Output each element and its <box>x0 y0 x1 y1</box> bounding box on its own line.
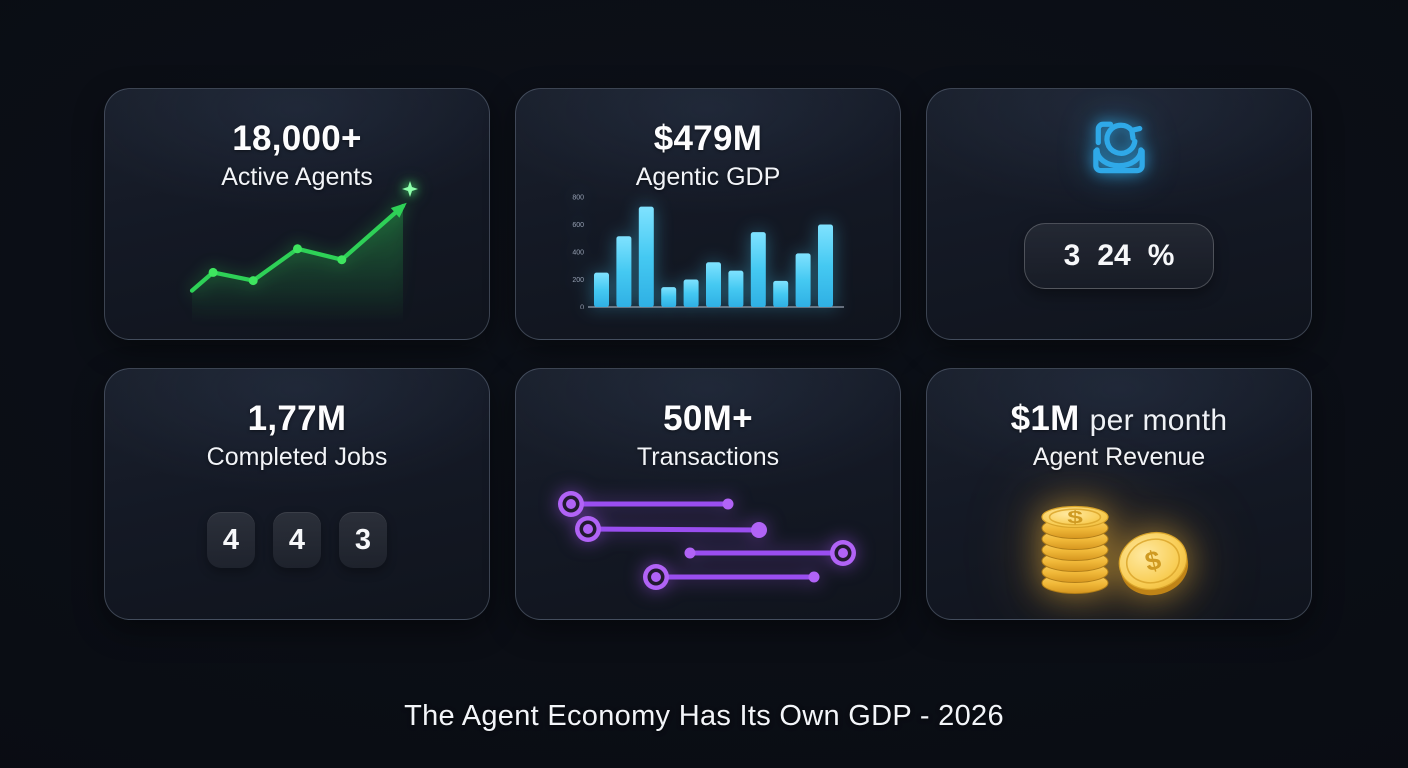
agents-line-chart <box>189 181 418 325</box>
bar <box>773 280 789 307</box>
bar <box>594 272 609 307</box>
line-marker <box>248 276 258 286</box>
gdp-bar-chart: 0 200 400 600 800 <box>572 195 844 310</box>
network-nodes <box>558 491 856 590</box>
bar <box>661 287 677 307</box>
counter-tile: 4 <box>207 512 255 568</box>
line-markers <box>208 244 347 286</box>
bar <box>750 232 766 307</box>
bar <box>638 206 654 307</box>
active-agents-value: 18,000+ <box>232 119 362 158</box>
stat-card-grid: 18,000+ Active Agents <box>104 88 1312 620</box>
agentic-gdp-card: $479M Agentic GDP 0 200 400 600 800 <box>515 88 901 340</box>
agent-revenue-value: $1M per month <box>927 399 1311 439</box>
active-agents-label: Active Agents <box>221 163 373 192</box>
tray-shape <box>1093 148 1145 174</box>
hook-shape <box>1095 121 1114 146</box>
counter-tile: 4 <box>273 512 321 568</box>
transactions-label: Transactions <box>636 443 780 472</box>
agentic-gdp-label: Agentic GDP <box>635 163 781 192</box>
svg-text:$: $ <box>1142 545 1164 578</box>
revenue-period: per month <box>1089 404 1228 437</box>
completed-jobs-card: 1,77M Completed Jobs 4 4 3 <box>104 368 490 620</box>
line-path <box>189 202 407 293</box>
line-marker <box>208 267 218 277</box>
tray-rim-curve <box>1094 147 1144 169</box>
bars <box>594 206 833 307</box>
transactions-card: 50M+ Transactions <box>515 368 901 620</box>
active-agents-card: 18,000+ Active Agents <box>104 88 490 340</box>
bar <box>728 270 744 307</box>
bar <box>818 224 833 307</box>
agent-revenue-card: $1M per month Agent Revenue <box>926 368 1312 620</box>
coin-stack: $ <box>1041 505 1109 594</box>
gold-coin-stack-icon: $ $ <box>1041 505 1189 596</box>
y-tick-label: 200 <box>572 277 584 284</box>
y-tick-label: 0 <box>580 305 584 310</box>
svg-text:$: $ <box>1067 508 1083 527</box>
pill-segment: 24 <box>1097 239 1131 272</box>
y-tick-label: 600 <box>572 222 584 229</box>
refresh-arrowhead <box>1129 125 1143 141</box>
revenue-amount: $1M <box>1010 399 1080 438</box>
bar <box>795 253 811 307</box>
tilted-coin: $ <box>1118 532 1189 596</box>
bar <box>706 262 721 307</box>
y-tick-label: 800 <box>572 195 584 202</box>
jobs-counter-tiles: 4 4 3 <box>105 512 489 568</box>
y-tick-label: 400 <box>572 250 584 257</box>
agentic-gdp-value: $479M <box>653 119 763 158</box>
refresh-arc <box>1104 122 1138 156</box>
agent-revenue-label: Agent Revenue <box>1032 443 1206 472</box>
bar <box>683 279 699 307</box>
sync-tray-icon <box>1093 121 1145 174</box>
pill-segment: 3 <box>1063 239 1081 272</box>
transactions-value: 50M+ <box>663 399 753 438</box>
conversion-card: 3 24 % <box>926 88 1312 340</box>
line-marker <box>337 255 347 265</box>
sparkle-star-icon <box>402 181 418 197</box>
transactions-network-icon <box>558 491 856 590</box>
conversion-pill: 3 24 % <box>1024 223 1214 289</box>
page-title: The Agent Economy Has Its Own GDP - 2026 <box>404 700 1004 732</box>
completed-jobs-label: Completed Jobs <box>206 443 388 472</box>
line-fill <box>192 206 403 325</box>
y-ticks: 0 200 400 600 800 <box>572 195 584 310</box>
counter-tile: 3 <box>339 512 387 568</box>
bar <box>616 236 632 307</box>
pill-segment: % <box>1147 239 1175 272</box>
line-marker <box>293 244 302 254</box>
completed-jobs-value: 1,77M <box>247 399 347 438</box>
